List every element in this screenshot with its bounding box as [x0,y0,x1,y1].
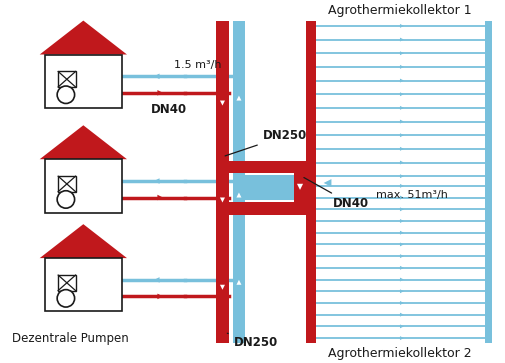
Text: DN250: DN250 [227,333,277,349]
Bar [58,176,75,192]
Bar [228,161,306,173]
Polygon shape [39,21,127,54]
Bar [58,72,75,87]
Text: DN40: DN40 [304,178,368,210]
Polygon shape [39,224,127,258]
Bar [44,159,122,213]
Bar [281,175,293,200]
Bar [44,258,122,311]
Bar [228,202,306,215]
Text: DN250: DN250 [225,129,307,156]
Text: Agrothermiekollektor 2: Agrothermiekollektor 2 [327,347,470,360]
Circle shape [57,290,74,307]
Bar [58,275,75,291]
Text: DN40: DN40 [151,103,187,116]
Bar [245,175,281,188]
Bar [293,161,306,215]
Circle shape [57,86,74,103]
Bar [216,21,228,343]
Bar [232,21,245,343]
Text: max. 51m³/h: max. 51m³/h [375,189,447,200]
Text: Dezentrale Pumpen: Dezentrale Pumpen [12,332,128,345]
Text: 1.5 m³/h: 1.5 m³/h [174,60,222,70]
Circle shape [57,191,74,208]
Bar [44,54,122,108]
Text: Agrothermiekollektor 1: Agrothermiekollektor 1 [327,4,470,17]
Bar [306,21,316,343]
Polygon shape [39,125,127,159]
Bar [484,21,491,343]
Bar [245,188,293,200]
